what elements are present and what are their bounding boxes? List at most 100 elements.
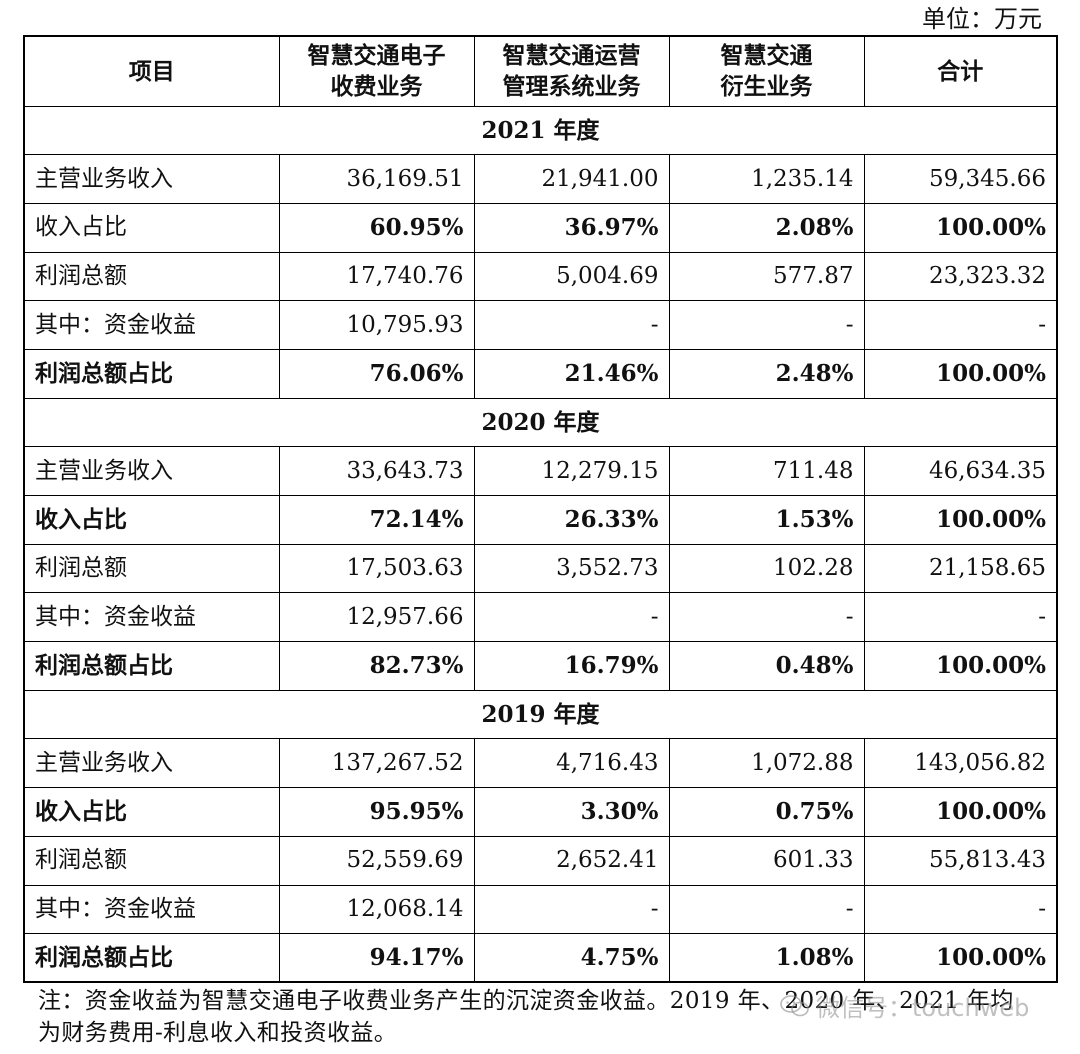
cell-value: 3,552.73	[473, 543, 670, 594]
cell-value: 12,957.66	[278, 592, 475, 643]
row-label: 其中：资金收益	[23, 300, 280, 350]
cell-value: 17,503.63	[278, 543, 475, 594]
cell-value: 102.28	[668, 543, 865, 594]
cell-value: -	[863, 884, 1058, 935]
cell-value: 143,056.82	[863, 738, 1058, 789]
watermark: 微信号：touchweb	[780, 988, 1029, 1023]
cell-value: 100.00%	[863, 641, 1058, 691]
column-header-0: 项目	[23, 35, 280, 107]
cell-value: 12,068.14	[278, 884, 475, 935]
row-label: 主营业务收入	[23, 446, 280, 496]
cell-value: 100.00%	[863, 348, 1058, 399]
cell-value: 5,004.69	[473, 251, 670, 302]
year-section-row: 2021 年度	[23, 105, 1058, 156]
column-header-line: 智慧交通	[720, 42, 813, 70]
row-label: 利润总额占比	[23, 348, 280, 399]
cell-value: 1.08%	[668, 933, 865, 983]
cell-value: 23,323.32	[863, 251, 1058, 302]
row-label: 主营业务收入	[23, 738, 280, 789]
row-label: 利润总额	[23, 543, 280, 594]
cell-value: 601.33	[668, 835, 865, 886]
cell-value: 52,559.69	[278, 835, 475, 886]
row-label: 收入占比	[23, 787, 280, 837]
cell-value: 1,072.88	[668, 738, 865, 789]
table-row: 其中：资金收益 10,795.93- - -	[23, 300, 1058, 350]
unit-label: 单位：万元	[922, 5, 1042, 33]
wechat-icon	[780, 994, 809, 1016]
cell-value: 2.08%	[668, 202, 865, 253]
cell-value: 33,643.73	[278, 446, 475, 496]
cell-value: 21.46%	[473, 348, 670, 399]
row-label: 利润总额占比	[23, 933, 280, 983]
cell-value: 100.00%	[863, 787, 1058, 837]
cell-value: 2.48%	[668, 348, 865, 399]
table-row: 利润总额占比 82.73% 16.79% 0.48% 100.00%	[23, 641, 1058, 691]
column-header-3: 智慧交通 衍生业务	[668, 35, 865, 107]
cell-value: 2,652.41	[473, 835, 670, 886]
table-header: 项目 智慧交通电子 收费业务 智慧交通运营 管理系统业务 智慧交通 衍生业务 合计	[23, 35, 1058, 107]
cell-value: 46,634.35	[863, 446, 1058, 496]
cell-value: 100.00%	[863, 495, 1058, 545]
row-label: 利润总额占比	[23, 641, 280, 691]
cell-value: 26.33%	[473, 495, 670, 545]
cell-value: 1,235.14	[668, 154, 865, 204]
cell-value: -	[473, 884, 670, 935]
row-label: 利润总额	[23, 251, 280, 302]
cell-value: 100.00%	[863, 933, 1058, 983]
cell-value: 16.79%	[473, 641, 670, 691]
cell-value: 76.06%	[278, 348, 475, 399]
cell-value: 17,740.76	[278, 251, 475, 302]
cell-value: -	[668, 884, 865, 935]
table-body: 2021 年度 主营业务收入 36,169.51 21,941.00 1,235.14 5…	[23, 105, 1058, 983]
note-line-2: 为财务费用-利息收入和投资收益。	[38, 1020, 398, 1046]
table-row: 主营业务收入 36,169.51 21,941.00 1,235.14 59,345.6…	[23, 154, 1058, 204]
row-label: 利润总额	[23, 835, 280, 886]
cell-value: 577.87	[668, 251, 865, 302]
note-line-1: 注：资金收益为智慧交通电子收费业务产生的沉淀资金收益。2019 年、2020 年…	[38, 988, 1014, 1014]
table-note: 注：资金收益为智慧交通电子收费业务产生的沉淀资金收益。2019 年、2020 年…	[38, 985, 1058, 1049]
cell-value: -	[473, 592, 670, 643]
table-row: 利润总额占比 94.17% 4.75% 1.08% 100.00%	[23, 933, 1058, 983]
cell-value: 82.73%	[278, 641, 475, 691]
column-header-line: 收费业务	[330, 73, 423, 101]
cell-value: 0.75%	[668, 787, 865, 837]
column-header-line: 智慧交通电子	[307, 42, 446, 70]
column-header-4: 合计	[863, 35, 1058, 107]
cell-value: 12,279.15	[473, 446, 670, 496]
table-row: 利润总额 17,740.76 5,004.69 577.87 23,323.32	[23, 251, 1058, 302]
cell-value: 0.48%	[668, 641, 865, 691]
table-row: 收入占比 60.95% 36.97% 2.08% 100.00%	[23, 202, 1058, 253]
cell-value: 59,345.66	[863, 154, 1058, 204]
column-header-2: 智慧交通运营 管理系统业务	[473, 35, 670, 107]
table-row: 主营业务收入 33,643.73 12,279.15 711.48 46,634.35	[23, 446, 1058, 496]
column-header-line: 项目	[128, 57, 175, 85]
cell-value: 36.97%	[473, 202, 670, 253]
cell-value: 60.95%	[278, 202, 475, 253]
cell-value: 21,941.00	[473, 154, 670, 204]
cell-value: 100.00%	[863, 202, 1058, 253]
row-label: 其中：资金收益	[23, 592, 280, 643]
column-header-line: 管理系统业务	[502, 73, 641, 101]
row-label: 收入占比	[23, 495, 280, 545]
cell-value: 1.53%	[668, 495, 865, 545]
cell-value: 55,813.43	[863, 835, 1058, 886]
table-row: 利润总额 17,503.63 3,552.73 102.28 21,158.65	[23, 543, 1058, 594]
row-label: 主营业务收入	[23, 154, 280, 204]
table-row: 其中：资金收益 12,957.66- - -	[23, 592, 1058, 643]
cell-value: 72.14%	[278, 495, 475, 545]
cell-value: 10,795.93	[278, 300, 475, 350]
column-header-1: 智慧交通电子 收费业务	[278, 35, 475, 107]
cell-value: -	[668, 592, 865, 643]
cell-value: 21,158.65	[863, 543, 1058, 594]
table-row: 收入占比 95.95% 3.30% 0.75% 100.00%	[23, 787, 1058, 837]
cell-value: -	[473, 300, 670, 350]
cell-value: 137,267.52	[278, 738, 475, 789]
row-label: 收入占比	[23, 202, 280, 253]
table-row: 其中：资金收益 12,068.14- - -	[23, 884, 1058, 935]
table-row: 利润总额占比 76.06% 21.46% 2.48% 100.00%	[23, 348, 1058, 399]
column-header-line: 衍生业务	[720, 73, 813, 101]
year-section-row: 2019 年度	[23, 689, 1058, 740]
cell-value: 3.30%	[473, 787, 670, 837]
cell-value: 36,169.51	[278, 154, 475, 204]
cell-value: 711.48	[668, 446, 865, 496]
